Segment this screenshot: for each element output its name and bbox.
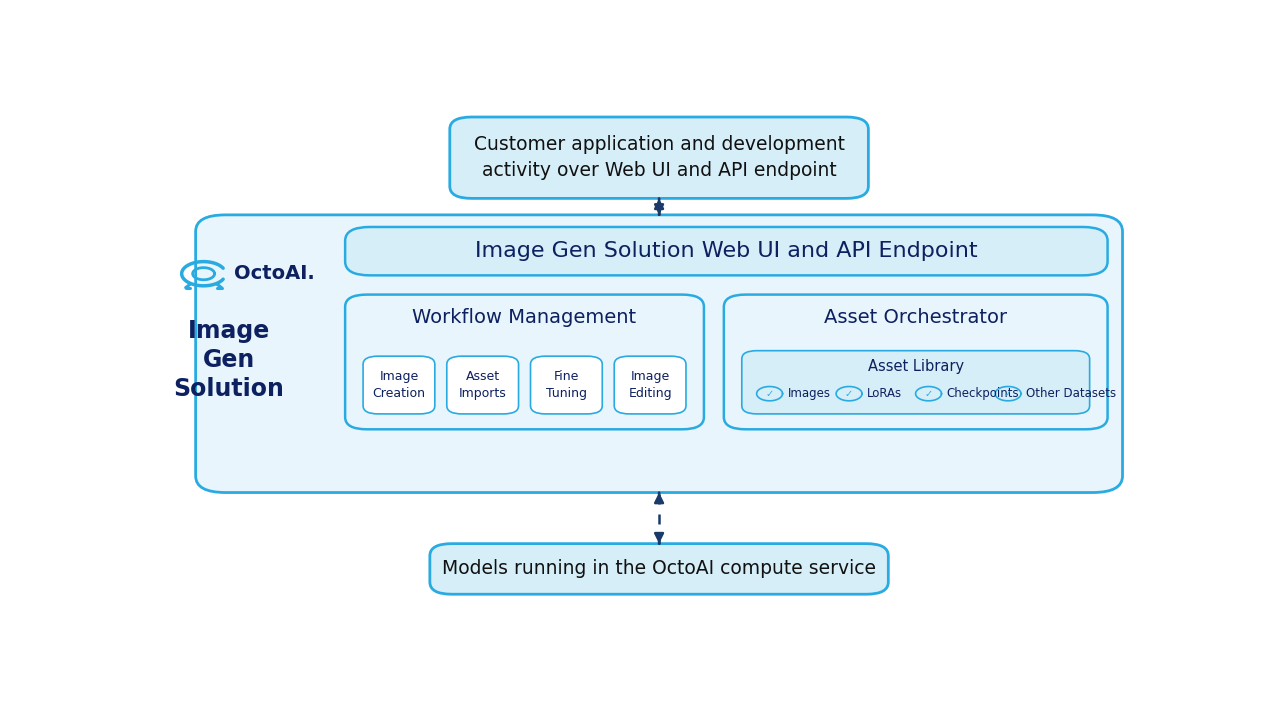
Text: ✓: ✓ (925, 388, 932, 398)
FancyBboxPatch shape (450, 117, 868, 198)
FancyBboxPatch shape (363, 356, 435, 414)
Text: ✓: ✓ (765, 388, 774, 398)
FancyBboxPatch shape (446, 356, 518, 414)
Text: Fine
Tuning: Fine Tuning (545, 370, 586, 400)
Text: ✓: ✓ (1004, 388, 1012, 398)
Text: Models running in the OctoAI compute service: Models running in the OctoAI compute ser… (442, 560, 876, 578)
Text: Image
Creation: Image Creation (373, 370, 426, 400)
FancyBboxPatch shape (742, 351, 1089, 414)
Text: LoRAs: LoRAs (867, 387, 903, 400)
FancyBboxPatch shape (345, 295, 703, 429)
FancyBboxPatch shape (195, 215, 1123, 493)
Text: Image Gen Solution Web UI and API Endpoint: Image Gen Solution Web UI and API Endpoi… (475, 241, 977, 261)
Text: Customer application and development
activity over Web UI and API endpoint: Customer application and development act… (473, 135, 845, 181)
FancyBboxPatch shape (430, 543, 889, 594)
FancyBboxPatch shape (615, 356, 685, 414)
Text: OctoAI.: OctoAI. (234, 264, 314, 283)
Text: Images: Images (787, 387, 831, 400)
Text: ✓: ✓ (845, 388, 853, 398)
FancyBboxPatch shape (531, 356, 602, 414)
Text: Asset Orchestrator: Asset Orchestrator (824, 308, 1007, 327)
Text: Workflow Management: Workflow Management (413, 308, 637, 327)
Text: Other Datasets: Other Datasets (1026, 387, 1116, 400)
FancyBboxPatch shape (724, 295, 1107, 429)
Text: Asset Library: Asset Library (868, 359, 963, 374)
Text: Asset
Imports: Asset Imports (459, 370, 507, 400)
Text: Image
Gen
Solution: Image Gen Solution (174, 319, 284, 401)
Text: Image
Editing: Image Editing (629, 370, 671, 400)
Text: Checkpoints: Checkpoints (946, 387, 1019, 400)
FancyBboxPatch shape (345, 227, 1107, 276)
